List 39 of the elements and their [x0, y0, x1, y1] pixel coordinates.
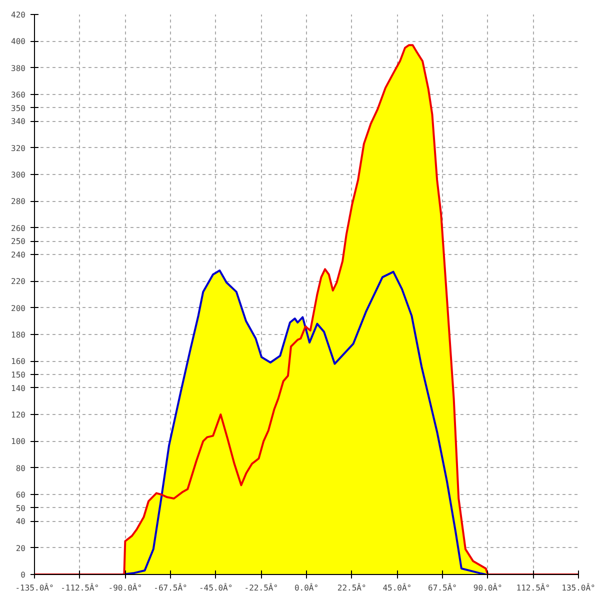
x-tick-label: -45.0Â° [198, 582, 233, 592]
y-tick-label: 300 [11, 170, 26, 180]
y-tick-label: 280 [11, 197, 26, 206]
y-tick-label: 60 [16, 490, 26, 500]
y-tick-label: 140 [11, 384, 26, 393]
x-tick-label: 112.5Â° [516, 582, 550, 592]
y-tick-label: 20 [16, 544, 26, 553]
y-tick-label: 120 [11, 410, 26, 420]
x-tick-label: -67.5Â° [154, 582, 188, 592]
y-tick-label: 400 [11, 37, 26, 46]
y-tick-label: 260 [11, 224, 26, 233]
x-tick-label: -22.5Â° [244, 582, 278, 592]
x-tick-label: 45.0Â° [382, 582, 412, 592]
y-tick-label: 200 [11, 304, 26, 313]
y-tick-label: 180 [11, 330, 26, 340]
y-tick-label: 220 [11, 277, 26, 286]
x-tick-label: -112.5Â° [60, 582, 100, 592]
x-tick-label: 90.0Â° [473, 582, 502, 592]
y-tick-label: 250 [11, 237, 26, 246]
y-tick-label: 150 [11, 370, 26, 380]
y-tick-label: 240 [11, 250, 26, 260]
x-tick-label: -135.0Â° [15, 582, 54, 592]
y-tick-label: 320 [11, 144, 26, 153]
y-tick-label: 340 [11, 117, 26, 126]
y-tick-label: 80 [16, 464, 26, 473]
x-tick-label: 67.5Â° [428, 582, 457, 592]
x-tick-label: -90.0Â° [108, 582, 142, 592]
y-tick-label: 380 [11, 64, 26, 73]
x-tick-label: 135.0Â° [562, 582, 596, 592]
y-tick-label: 160 [11, 357, 26, 366]
x-tick-label: 22.5Â° [337, 582, 366, 592]
y-tick-label: 100 [11, 437, 26, 446]
y-tick-label: 40 [16, 517, 26, 526]
y-tick-label: 50 [16, 504, 26, 513]
x-tick-label: 0.0Â° [294, 582, 319, 592]
y-tick-label: 420 [11, 10, 26, 20]
y-tick-label: 350 [11, 104, 26, 113]
y-tick-label: 0 [20, 570, 26, 580]
y-tick-label: 360 [11, 90, 26, 100]
